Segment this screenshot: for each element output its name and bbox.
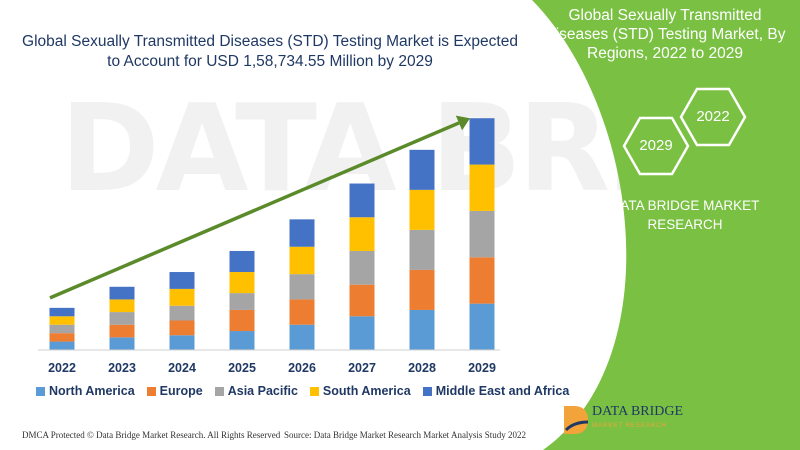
bar-segment (349, 250, 375, 285)
x-tick-label: 2028 (408, 361, 436, 375)
bar-segment (169, 320, 195, 336)
bar-segment (469, 210, 495, 258)
trend-arrow-line (49, 121, 460, 300)
bar-segment (229, 293, 255, 310)
hex-label-2029: 2029 (639, 137, 673, 154)
bar-segment (49, 341, 75, 350)
logo-tagline: MARKET RESEARCH (592, 423, 667, 429)
bar-segment (109, 324, 135, 338)
bar-segment (109, 286, 135, 300)
data-bridge-logo (564, 406, 589, 434)
legend-label: North America (49, 384, 135, 398)
bar-segment (349, 217, 375, 251)
bar-segment (229, 250, 255, 273)
bar-segment (289, 246, 315, 275)
chart-legend: North America Europe Asia Pacific South … (36, 384, 569, 398)
legend-label: Europe (159, 384, 203, 398)
panel-title: Global Sexually Transmitted Diseases (ST… (544, 7, 786, 62)
bar-segment (409, 309, 435, 350)
legend-item: Asia Pacific (214, 384, 298, 398)
bar-segment (349, 183, 375, 218)
copyright-notice: DMCA Protected © Data Bridge Market Rese… (22, 430, 281, 440)
bar-segment (49, 324, 75, 334)
legend-label: Middle East and Africa (435, 384, 570, 398)
legend-item: Europe (146, 384, 203, 398)
legend-label: Asia Pacific (227, 384, 298, 398)
bar-segment (349, 316, 375, 350)
bar-segment (289, 219, 315, 247)
bar-segment (169, 305, 195, 321)
source-note: Source: Data Bridge Market Research Mark… (284, 430, 526, 440)
bar-segment (469, 257, 495, 304)
bar-segment (289, 324, 315, 350)
x-tick-label: 2027 (348, 361, 376, 375)
bar-segment (469, 118, 495, 165)
bar-segment (49, 333, 75, 342)
legend-swatch (146, 386, 156, 396)
bar-segment (409, 189, 435, 230)
x-tick-label: 2024 (168, 361, 196, 375)
legend-swatch (36, 386, 45, 396)
bar-segment (229, 309, 255, 332)
bar-segment (109, 299, 135, 313)
legend-item: South America (309, 384, 411, 398)
bar-segment (409, 149, 435, 190)
bar-segment (229, 272, 255, 294)
legend-swatch (309, 386, 319, 396)
bar-segment (409, 269, 435, 310)
side-panel-shape (532, 0, 800, 450)
bar-segment (169, 288, 195, 306)
legend-swatch (422, 386, 432, 396)
legend-swatch (214, 386, 224, 396)
x-tick-label: 2023 (108, 361, 136, 375)
x-tick-label: 2029 (468, 361, 496, 375)
bar-segment (169, 272, 195, 289)
legend-item: North America (36, 384, 135, 398)
chart-title: Global Sexually Transmitted Diseases (ST… (22, 33, 518, 70)
logo-arc-icon (564, 420, 589, 432)
bar-segment (109, 312, 135, 325)
bar-segment (349, 284, 375, 317)
bar-segment (469, 164, 495, 211)
bar-segment (289, 274, 315, 300)
legend-label: South America (322, 384, 411, 398)
panel-brand: DATA BRIDGE MARKET RESEARCH (610, 198, 760, 232)
x-tick-label: 2022 (48, 361, 76, 375)
bar-segment (469, 303, 495, 350)
bar-segment (289, 299, 315, 325)
bar-segment (49, 316, 75, 325)
x-tick-label: 2026 (288, 361, 316, 375)
bar-segment (49, 307, 75, 317)
bar-segment (409, 229, 435, 270)
trend-arrow-head-icon (455, 115, 470, 131)
hex-label-2022: 2022 (696, 108, 730, 125)
bar-segment (169, 335, 195, 350)
legend-item: Middle East and Africa (422, 384, 570, 398)
bar-segment (109, 337, 135, 350)
hexagon-2029-icon (622, 116, 690, 176)
x-tick-label: 2025 (228, 361, 256, 375)
logo-name: DATA BRIDGE (592, 404, 684, 419)
bar-segment (229, 331, 255, 350)
hexagon-2022-icon (679, 87, 747, 147)
